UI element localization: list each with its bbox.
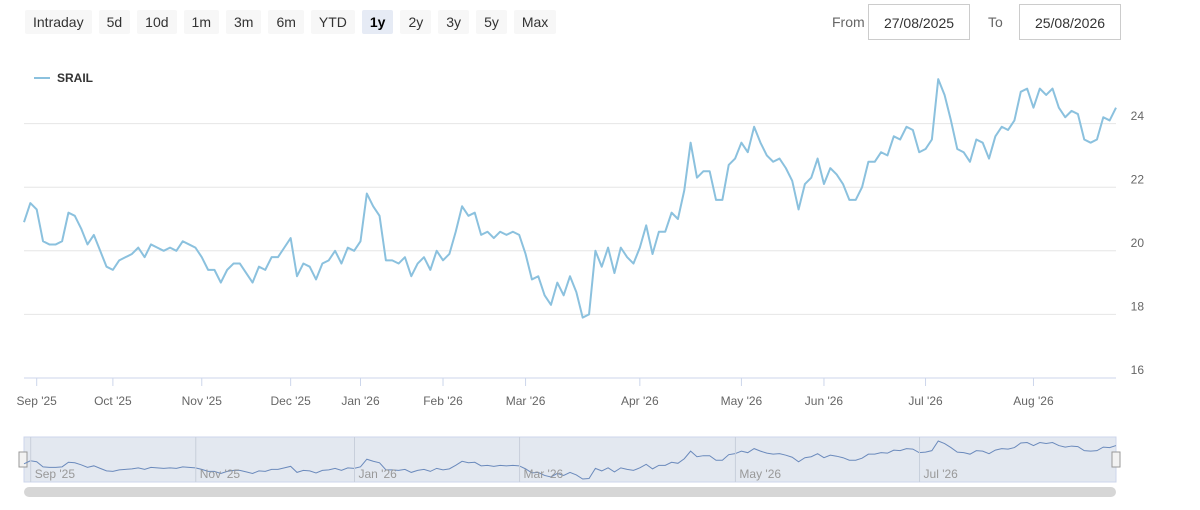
range-button[interactable]: Intraday xyxy=(25,10,92,34)
navigator-handle[interactable] xyxy=(18,451,28,468)
y-tick-label: 20 xyxy=(1131,236,1145,250)
scrollbar[interactable] xyxy=(24,487,1116,497)
range-selector: Intraday 5d 10d 1m 3m 6m YTD 1y 2y 3y 5y Max xyxy=(25,10,557,34)
navigator-label: Mar '26 xyxy=(524,467,564,481)
navigator-selection xyxy=(23,436,1117,483)
y-tick-label: 22 xyxy=(1131,172,1145,186)
range-button[interactable]: 2y xyxy=(400,10,432,34)
y-tick-label: 16 xyxy=(1131,363,1145,377)
x-tick-label: Feb '26 xyxy=(423,394,463,408)
range-button[interactable]: 10d xyxy=(137,10,177,34)
range-button[interactable]: YTD xyxy=(310,10,355,34)
to-input[interactable]: 25/08/2026 xyxy=(1019,4,1121,40)
range-button[interactable]: 6m xyxy=(268,10,304,34)
navigator-label: Sep '25 xyxy=(35,467,76,481)
navigator-label: Jul '26 xyxy=(924,467,959,481)
x-tick-label: Aug '26 xyxy=(1013,394,1054,408)
x-tick-label: Apr '26 xyxy=(621,394,659,408)
x-tick-label: Dec '25 xyxy=(270,394,311,408)
navigator-label: Jan '26 xyxy=(358,467,397,481)
range-button[interactable]: 3y xyxy=(438,10,470,34)
range-button[interactable]: 5d xyxy=(98,10,131,34)
x-tick-label: Jan '26 xyxy=(341,394,380,408)
x-tick-label: Jun '26 xyxy=(805,394,844,408)
range-button[interactable]: 1y xyxy=(361,10,394,34)
from-input[interactable]: 27/08/2025 xyxy=(868,4,970,40)
x-tick-label: May '26 xyxy=(721,394,763,408)
navigator-label: Nov '25 xyxy=(200,467,241,481)
x-tick-label: Jul '26 xyxy=(908,394,943,408)
from-label: From xyxy=(832,14,865,30)
x-tick-label: Mar '26 xyxy=(506,394,546,408)
range-button[interactable]: 5y xyxy=(476,10,507,34)
range-button[interactable]: Max xyxy=(513,10,557,34)
legend-label: SRAIL xyxy=(57,71,93,85)
range-button[interactable]: 3m xyxy=(225,10,262,34)
range-button[interactable]: 1m xyxy=(183,10,219,34)
navigator-handle[interactable] xyxy=(1111,451,1121,468)
navigator-label: May '26 xyxy=(739,467,781,481)
navigator-line xyxy=(23,440,1117,480)
y-tick-label: 24 xyxy=(1131,109,1145,123)
x-tick-label: Nov '25 xyxy=(182,394,223,408)
x-tick-label: Sep '25 xyxy=(17,394,58,408)
y-tick-label: 18 xyxy=(1131,300,1145,314)
price-line xyxy=(23,78,1117,319)
to-label: To xyxy=(988,14,1003,30)
x-tick-label: Oct '25 xyxy=(94,394,132,408)
